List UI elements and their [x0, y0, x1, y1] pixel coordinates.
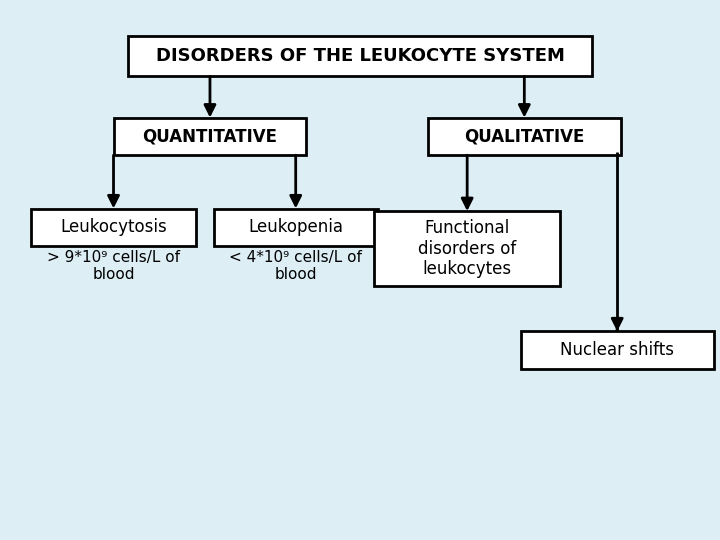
Text: DISORDERS OF THE LEUKOCYTE SYSTEM: DISORDERS OF THE LEUKOCYTE SYSTEM: [156, 47, 564, 65]
Text: Nuclear shifts: Nuclear shifts: [560, 341, 674, 359]
Text: QUALITATIVE: QUALITATIVE: [464, 127, 585, 145]
Text: < 4*10⁹ cells/L of
blood: < 4*10⁹ cells/L of blood: [229, 249, 362, 282]
Text: Leukocytosis: Leukocytosis: [60, 218, 167, 236]
FancyBboxPatch shape: [128, 36, 592, 76]
FancyBboxPatch shape: [214, 208, 378, 246]
FancyBboxPatch shape: [114, 118, 307, 155]
Text: QUANTITATIVE: QUANTITATIVE: [143, 127, 277, 145]
FancyBboxPatch shape: [428, 118, 621, 155]
Text: Leukopenia: Leukopenia: [248, 218, 343, 236]
Text: Functional
disorders of
leukocytes: Functional disorders of leukocytes: [418, 219, 516, 279]
FancyBboxPatch shape: [374, 211, 560, 286]
FancyBboxPatch shape: [521, 332, 714, 369]
FancyBboxPatch shape: [32, 208, 196, 246]
Text: > 9*10⁹ cells/L of
blood: > 9*10⁹ cells/L of blood: [47, 249, 180, 282]
